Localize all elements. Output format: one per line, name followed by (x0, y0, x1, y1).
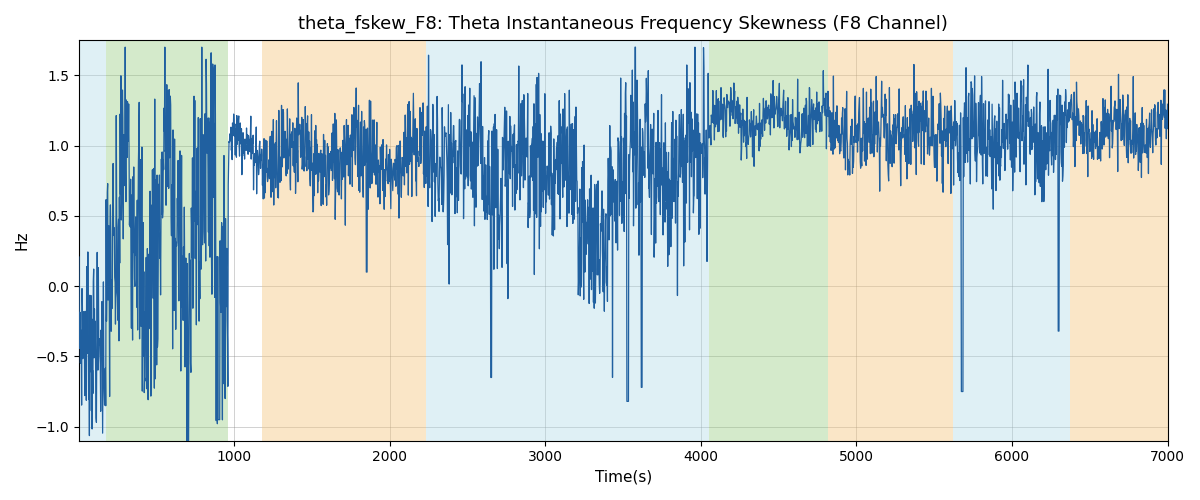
Bar (79, 40, 106, 440)
X-axis label: Time(s): Time(s) (594, 470, 652, 485)
Bar (106, 40, 228, 440)
Y-axis label: Hz: Hz (14, 230, 30, 250)
Bar (1069, 40, 1168, 440)
Bar (828, 40, 953, 440)
Bar (426, 40, 709, 440)
Bar (953, 40, 1069, 440)
Title: theta_fskew_F8: Theta Instantaneous Frequency Skewness (F8 Channel): theta_fskew_F8: Theta Instantaneous Freq… (299, 15, 948, 34)
Bar (709, 40, 828, 440)
Bar (263, 40, 426, 440)
